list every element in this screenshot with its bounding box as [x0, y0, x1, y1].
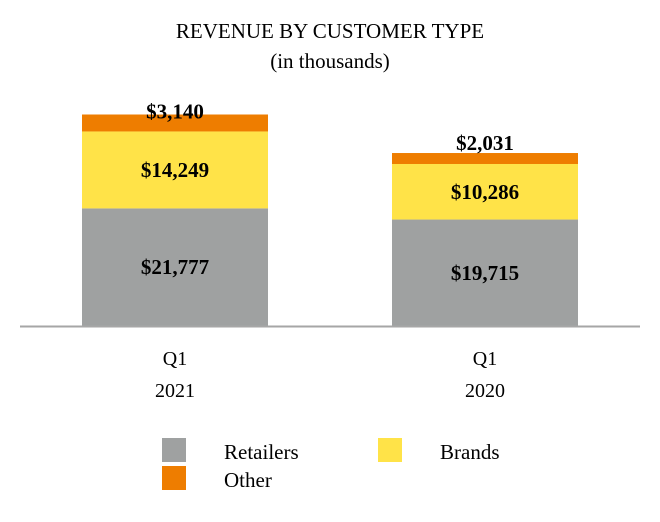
bar-segment-brands — [82, 131, 268, 209]
data-label-other: $3,140 — [146, 100, 204, 124]
bar-segment-retailers — [82, 208, 268, 326]
x-tick-label: 2020 — [465, 380, 505, 402]
legend-item-brands: Brands — [378, 438, 500, 464]
data-label-retailers: $21,777 — [141, 255, 209, 279]
legend-label: Retailers — [224, 440, 299, 464]
legend-item-other: Other — [162, 466, 272, 492]
data-label-brands: $14,249 — [141, 158, 209, 182]
chart-subtitle: (in thousands) — [270, 49, 390, 73]
legend-item-retailers: Retailers — [162, 438, 299, 464]
x-tick-label: Q1 — [163, 348, 187, 370]
bar-segment-brands — [392, 163, 578, 220]
x-tick-label: Q1 — [473, 348, 497, 370]
chart-title: REVENUE BY CUSTOMER TYPE — [176, 19, 484, 43]
data-label-retailers: $19,715 — [451, 261, 519, 285]
legend-swatch — [162, 466, 186, 490]
bar-segment-other — [82, 114, 268, 132]
bar-segment-retailers — [392, 219, 578, 326]
data-label-brands: $10,286 — [451, 180, 519, 204]
legend-swatch — [162, 438, 186, 462]
bar-segment-other — [392, 153, 578, 164]
legend-label: Brands — [440, 440, 500, 464]
legend-swatch — [378, 438, 402, 462]
x-tick-label: 2021 — [155, 380, 195, 402]
data-label-other: $2,031 — [456, 131, 514, 155]
legend-label: Other — [224, 468, 272, 492]
